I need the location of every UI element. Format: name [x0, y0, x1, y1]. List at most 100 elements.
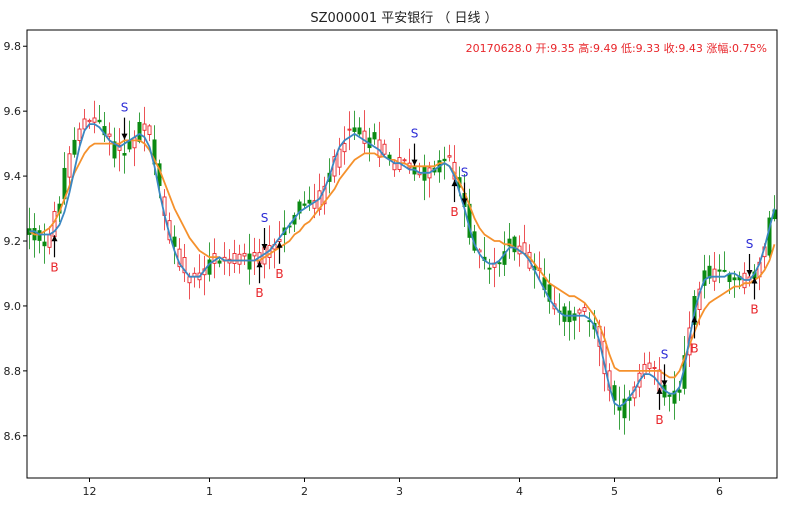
- candle-body-up: [402, 159, 407, 162]
- candle-body-up: [382, 143, 387, 155]
- y-tick-label: 8.6: [4, 430, 22, 443]
- candle: [507, 223, 512, 259]
- candle: [217, 258, 222, 268]
- candle: [102, 111, 107, 143]
- candle: [302, 191, 307, 210]
- candle-body-down: [137, 121, 142, 142]
- buy-label: B: [50, 260, 58, 274]
- candle-body-down: [217, 260, 222, 264]
- candle: [262, 245, 267, 279]
- sell-arrow: [746, 253, 753, 276]
- candle: [147, 124, 152, 142]
- candle-body-down: [487, 267, 492, 270]
- candle: [482, 236, 487, 270]
- sell-label: S: [411, 127, 419, 141]
- candle-body-up: [312, 200, 317, 209]
- candle: [702, 254, 707, 299]
- buy-arrow: [451, 180, 458, 203]
- candle: [37, 225, 42, 254]
- candle: [717, 254, 722, 284]
- candle-body-down: [307, 199, 312, 204]
- candle-body-up: [92, 117, 97, 123]
- buy-arrow: [276, 241, 283, 264]
- candle: [377, 121, 382, 167]
- candle-body-down: [667, 394, 672, 397]
- candle: [242, 243, 247, 266]
- candle: [307, 186, 312, 211]
- candle-body-down: [357, 127, 362, 135]
- sell-arrow: [411, 143, 418, 166]
- sell-label: S: [461, 166, 469, 180]
- candle-body-up: [342, 143, 347, 153]
- candle-body-down: [722, 269, 727, 272]
- candle-body-down: [352, 127, 357, 132]
- y-tick-label: 9.0: [4, 300, 22, 313]
- candle-body-down: [372, 132, 377, 140]
- candle: [342, 126, 347, 165]
- candle: [357, 117, 362, 137]
- candle: [97, 105, 102, 124]
- x-tick-label: 2: [301, 485, 308, 498]
- candle: [372, 123, 377, 145]
- candle: [27, 207, 32, 250]
- candle: [427, 161, 432, 198]
- candle-body-down: [622, 398, 627, 419]
- candle-body-down: [502, 251, 507, 265]
- candle: [422, 154, 427, 201]
- candle: [247, 233, 252, 285]
- chart-title: SZ000001 平安银行 （ 日线 ）: [310, 11, 497, 26]
- candle: [252, 237, 257, 275]
- plot-frame: [26, 29, 778, 479]
- candle: [667, 392, 672, 412]
- candle: [382, 139, 387, 158]
- y-axis: 8.6 8.8 9.0 9.2 9.4 9.6 9.8: [4, 40, 27, 443]
- candle: [237, 244, 242, 274]
- candle: [137, 112, 142, 144]
- candle-body-up: [47, 234, 52, 248]
- candle-body-down: [247, 253, 252, 270]
- candle: [82, 108, 87, 132]
- candle-body-up: [347, 128, 352, 131]
- candle: [652, 360, 657, 385]
- y-tick-label: 8.8: [4, 365, 22, 378]
- candle-body-down: [97, 119, 102, 123]
- candle: [112, 127, 117, 168]
- buy-label: B: [750, 302, 758, 316]
- candle-body-up: [77, 128, 82, 141]
- candle: [672, 371, 677, 420]
- candle-body-up: [87, 119, 92, 123]
- candle: [647, 351, 652, 373]
- buy-arrow: [751, 277, 758, 300]
- sell-arrow: [461, 182, 468, 205]
- candle: [92, 100, 97, 134]
- fast-ma-line: [29, 123, 776, 408]
- candle-body-down: [617, 406, 622, 411]
- candle: [707, 255, 712, 285]
- candle: [552, 285, 557, 315]
- candle: [617, 386, 622, 430]
- buy-arrow: [691, 316, 698, 339]
- sell-label: S: [261, 211, 269, 225]
- candle-body-down: [72, 139, 77, 155]
- buy-label: B: [690, 341, 698, 355]
- candle: [297, 199, 302, 220]
- candle: [117, 128, 122, 172]
- candle-body-down: [707, 265, 712, 279]
- candle-body-up: [142, 123, 147, 131]
- buy-arrow: [51, 235, 58, 258]
- sell-arrow: [121, 117, 128, 140]
- candle-body-up: [657, 369, 662, 392]
- sell-label: S: [746, 237, 754, 251]
- candle-body-up: [522, 242, 527, 254]
- candle-body-up: [252, 252, 257, 257]
- x-axis: 12 1 2 3 4 5 6: [83, 478, 723, 498]
- candle-body-up: [652, 366, 657, 369]
- candle: [222, 242, 227, 275]
- candle-body-down: [497, 262, 502, 265]
- x-tick-label: 4: [516, 485, 523, 498]
- y-tick-label: 9.6: [4, 105, 22, 118]
- candle: [612, 380, 617, 415]
- sell-label: S: [121, 101, 129, 115]
